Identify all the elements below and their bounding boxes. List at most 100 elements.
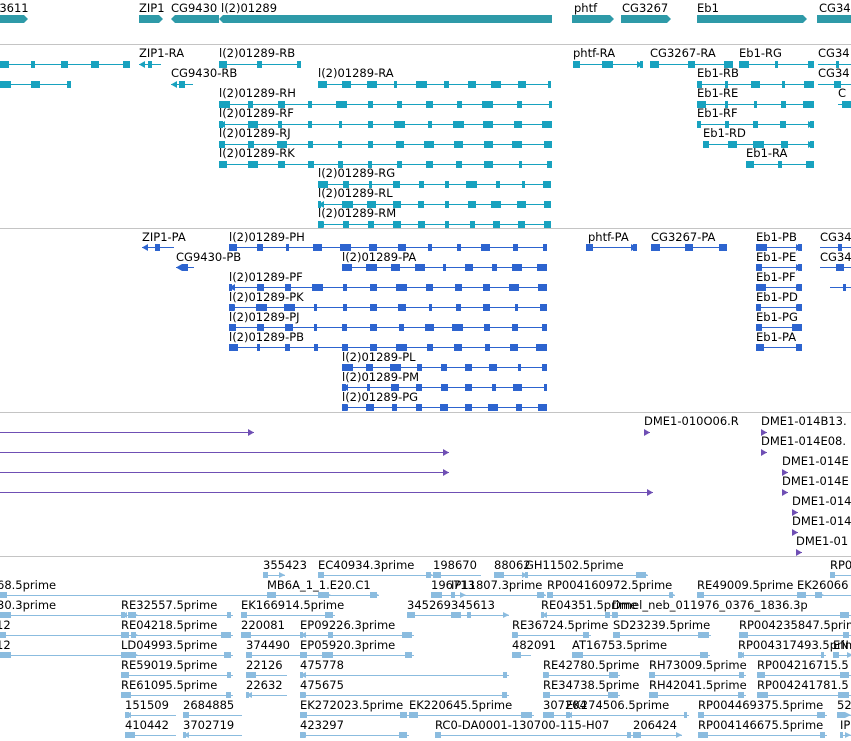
feature-label[interactable]: C [838,86,847,100]
feature-glyph[interactable] [267,592,379,598]
feature-glyph[interactable] [651,244,727,251]
feature-glyph[interactable] [792,509,798,516]
feature-glyph[interactable] [573,61,643,68]
feature-label[interactable]: l(2)01289-PJ [229,310,300,324]
feature-label[interactable]: IP11807.3prime [451,578,543,592]
feature-label[interactable]: RE42780.5prime [543,658,640,672]
feature-glyph[interactable] [176,264,194,271]
feature-glyph[interactable] [697,81,814,88]
feature-label[interactable]: 196713 [431,578,475,592]
feature-glyph[interactable] [183,712,242,718]
feature-label[interactable]: 88062 [494,558,531,572]
feature-glyph[interactable] [183,732,242,738]
feature-label[interactable]: RC0-DA0001-130700-115-H07 [435,718,610,732]
feature-label[interactable]: l(2)01289-RF [219,106,294,120]
feature-label[interactable]: RE34738.5prime [543,678,640,692]
feature-glyph[interactable] [613,632,711,638]
feature-label[interactable]: 307204 [543,698,587,712]
feature-glyph[interactable] [241,612,335,618]
feature-glyph[interactable] [649,672,746,678]
feature-glyph[interactable] [818,81,851,88]
feature-label[interactable]: 52 [837,698,851,712]
feature-label[interactable]: RP004469375.5prime [698,698,824,712]
feature-label[interactable]: RP004235847.5prime [739,618,851,632]
feature-glyph[interactable] [756,284,802,291]
feature-glyph[interactable] [547,592,675,598]
feature-label[interactable]: 12 [0,638,11,652]
feature-glyph[interactable] [757,672,851,678]
feature-glyph[interactable] [817,15,851,23]
feature-glyph[interactable] [142,244,174,251]
feature-label[interactable]: EK274506.5prime [566,698,670,712]
feature-label[interactable]: Eb1-PE [756,250,797,264]
feature-glyph[interactable] [139,15,163,23]
feature-glyph[interactable] [756,344,802,351]
feature-glyph[interactable] [229,324,547,331]
feature-label[interactable]: CG34 [818,66,850,80]
feature-glyph[interactable] [543,672,620,678]
feature-label[interactable]: DME1-014 [792,514,851,528]
feature-label[interactable]: RP004317493.5prime [738,638,851,652]
feature-label[interactable]: 30.3prime [0,598,57,612]
feature-label[interactable]: l(2)01289-PH [229,230,305,244]
feature-label[interactable]: RP004241781.5 [757,678,849,692]
feature-glyph[interactable] [229,244,547,251]
feature-glyph[interactable] [219,141,552,148]
feature-glyph[interactable] [409,712,534,718]
feature-glyph[interactable] [121,692,233,698]
feature-label[interactable]: DME1-01 [796,534,849,548]
feature-glyph[interactable] [300,692,509,698]
feature-label[interactable]: Eb1-PG [756,310,798,324]
feature-glyph[interactable] [543,692,620,698]
feature-glyph[interactable] [300,632,414,638]
feature-glyph[interactable] [433,572,481,578]
feature-glyph[interactable] [121,612,233,618]
feature-label[interactable]: RE59019.5prime [121,658,218,672]
feature-label[interactable]: RP004216715.5 [757,658,849,672]
feature-label[interactable]: RP0 [830,558,851,572]
feature-glyph[interactable] [318,201,551,208]
feature-glyph[interactable] [818,61,851,68]
feature-label[interactable]: Eb1-RF [697,106,738,120]
feature-glyph[interactable] [792,529,798,536]
feature-label[interactable]: l(2)01289-RH [219,86,296,100]
feature-label[interactable]: ZIP1-RA [139,46,185,60]
feature-glyph[interactable] [830,572,851,578]
feature-glyph[interactable] [171,15,219,23]
feature-glyph[interactable] [121,652,233,658]
feature-glyph[interactable] [263,572,285,578]
feature-glyph[interactable] [318,181,551,188]
feature-label[interactable]: l(2)01289-PG [342,390,419,404]
feature-label[interactable]: l(2)01289-RB [219,46,296,60]
feature-glyph[interactable] [782,469,788,476]
feature-label[interactable]: Eb1-PD [756,290,798,304]
feature-label[interactable]: CG3267 [622,1,669,15]
feature-glyph[interactable] [761,449,767,456]
feature-label[interactable]: RH73009.5prime [649,658,747,672]
feature-label[interactable]: RE49009.5prime [697,578,794,592]
feature-label[interactable]: l(2)01289-RG [318,166,396,180]
feature-label[interactable]: 206424 [633,718,677,732]
feature-glyph[interactable] [318,221,551,228]
feature-label[interactable]: MB6A_1_1.E20.C1 [267,578,371,592]
feature-glyph[interactable] [342,364,547,371]
feature-label[interactable]: l(2)01289-PL [342,350,416,364]
feature-label[interactable]: CG34 [820,250,851,264]
feature-glyph[interactable] [796,549,802,556]
feature-label[interactable]: 198670 [433,558,477,572]
feature-label[interactable]: l(2)01289-RA [318,66,394,80]
feature-label[interactable]: 3702719 [183,718,235,732]
feature-label[interactable]: RE32557.5prime [121,598,218,612]
feature-label[interactable]: Eb1-PA [756,330,797,344]
feature-label[interactable]: 410442 [125,718,169,732]
feature-glyph[interactable] [512,652,531,658]
feature-glyph[interactable] [697,121,814,128]
feature-label[interactable]: 22632 [246,678,283,692]
feature-glyph[interactable] [300,712,409,718]
feature-glyph[interactable] [572,15,614,23]
feature-label[interactable]: Eb1-PB [756,230,797,244]
feature-label[interactable]: SD23239.5prime [613,618,711,632]
feature-glyph[interactable] [229,344,547,351]
feature-glyph[interactable] [219,101,552,108]
feature-glyph[interactable] [435,732,633,738]
